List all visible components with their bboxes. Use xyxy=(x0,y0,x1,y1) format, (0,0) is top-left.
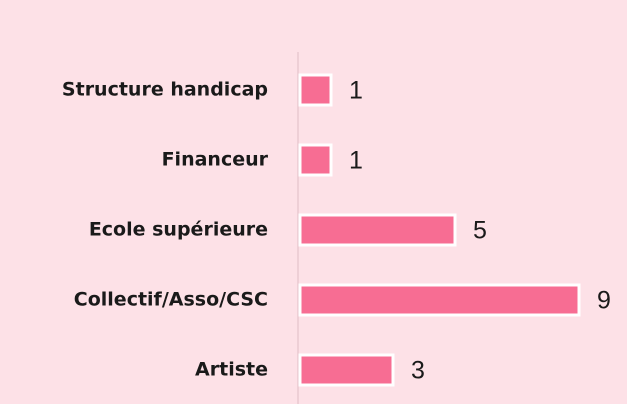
value-label: 3 xyxy=(411,357,425,385)
category-label: Financeur xyxy=(162,149,269,171)
bar xyxy=(298,283,581,317)
category-label: Ecole supérieure xyxy=(89,219,268,241)
bar xyxy=(298,143,333,177)
bar xyxy=(298,353,395,387)
value-label: 9 xyxy=(597,287,611,315)
category-label: Collectif/Asso/CSC xyxy=(74,289,268,311)
category-label: Structure handicap xyxy=(62,79,268,101)
bar xyxy=(298,213,457,247)
value-label: 1 xyxy=(349,147,363,175)
value-label: 5 xyxy=(473,217,487,245)
bar xyxy=(298,73,333,107)
category-label: Artiste xyxy=(195,359,268,381)
value-label: 1 xyxy=(349,77,363,105)
